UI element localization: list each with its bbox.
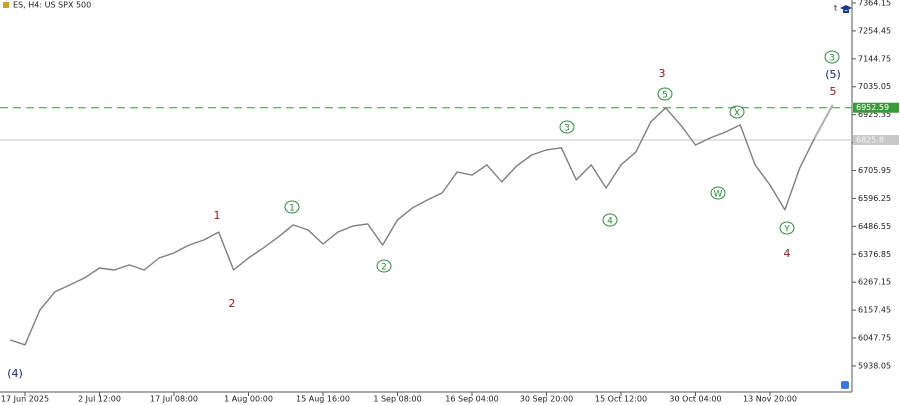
- x-tick-label: 1 Sep 08:00: [373, 395, 421, 404]
- y-tick-label: 6486.55: [858, 222, 891, 231]
- wave-label: 1: [214, 209, 221, 222]
- y-tick-label: 5938.05: [858, 361, 891, 370]
- x-tick-label: 2 Jul 12:00: [78, 395, 121, 404]
- toolbar-icons[interactable]: t: [834, 4, 852, 14]
- price-label-box: [853, 134, 899, 145]
- wave-label: Y: [783, 225, 790, 235]
- wave-circle: [559, 120, 575, 134]
- wave-circle: [602, 213, 618, 227]
- x-tick-label: 1 Aug 00:00: [224, 395, 273, 404]
- wave-circle: [657, 87, 673, 101]
- y-tick-label: 6267.15: [858, 278, 891, 287]
- wave-label: W: [714, 190, 723, 200]
- trade-icon[interactable]: t: [834, 4, 837, 13]
- wave-label: 4: [784, 247, 791, 260]
- wave-label: 3: [659, 67, 666, 80]
- y-tick-label: 6047.75: [858, 334, 891, 343]
- y-tick-label: 6705.95: [858, 166, 891, 175]
- y-tick-label: 6376.85: [858, 250, 891, 259]
- y-tick-label: 7035.05: [858, 82, 891, 91]
- hat-icon[interactable]: [840, 5, 852, 13]
- wave-circle: [284, 200, 300, 214]
- x-tick-label: 30 Sep 20:00: [520, 395, 573, 404]
- symbol-icon: [3, 2, 9, 8]
- wave-label: 1: [289, 204, 295, 214]
- wave-label: 2: [229, 297, 236, 310]
- wave-circle: [376, 259, 392, 273]
- price-line: [9, 107, 816, 346]
- y-tick-label: 7254.45: [858, 26, 891, 35]
- wave-label: 2: [381, 263, 387, 273]
- y-tick-label: 6925.35: [858, 110, 891, 119]
- wave-label: (5): [825, 68, 841, 81]
- wave-circle: [710, 186, 726, 200]
- wave-label: 5: [830, 85, 837, 98]
- wave-label: 3: [564, 124, 570, 134]
- x-tick-label: 17 Jun 2025: [1, 395, 49, 404]
- y-tick-label: 7364.15: [858, 0, 891, 7]
- x-tick-label: 17 Jul 08:00: [150, 395, 198, 404]
- x-tick-label: 16 Sep 04:00: [445, 395, 498, 404]
- x-tick-label: 30 Oct 04:00: [669, 395, 721, 404]
- wave-label: X: [734, 109, 740, 119]
- wave-circle: [779, 221, 795, 235]
- x-tick-label: 13 Nov 20:00: [743, 395, 797, 404]
- wave-label: 3: [829, 54, 835, 64]
- wave-circle: [824, 50, 840, 64]
- wave-label: 4: [607, 217, 613, 227]
- price-label-box: [853, 102, 899, 113]
- forecast-line: [813, 104, 834, 139]
- wave-circle: [729, 105, 745, 119]
- wave-label: (4): [7, 367, 23, 380]
- y-tick-label: 6157.45: [858, 306, 891, 315]
- x-tick-label: 15 Aug 16:00: [296, 395, 350, 404]
- price-label: 6952.59: [856, 103, 889, 112]
- price-label: 6825.8: [856, 135, 884, 144]
- x-tick-label: 15 Oct 12:00: [595, 395, 647, 404]
- scale-button[interactable]: [841, 381, 849, 389]
- y-tick-label: 7144.75: [858, 54, 891, 63]
- y-tick-label: 6596.25: [858, 194, 891, 203]
- chart-title: ES, H4: US SPX 500: [13, 1, 91, 10]
- wave-label: 5: [662, 91, 668, 101]
